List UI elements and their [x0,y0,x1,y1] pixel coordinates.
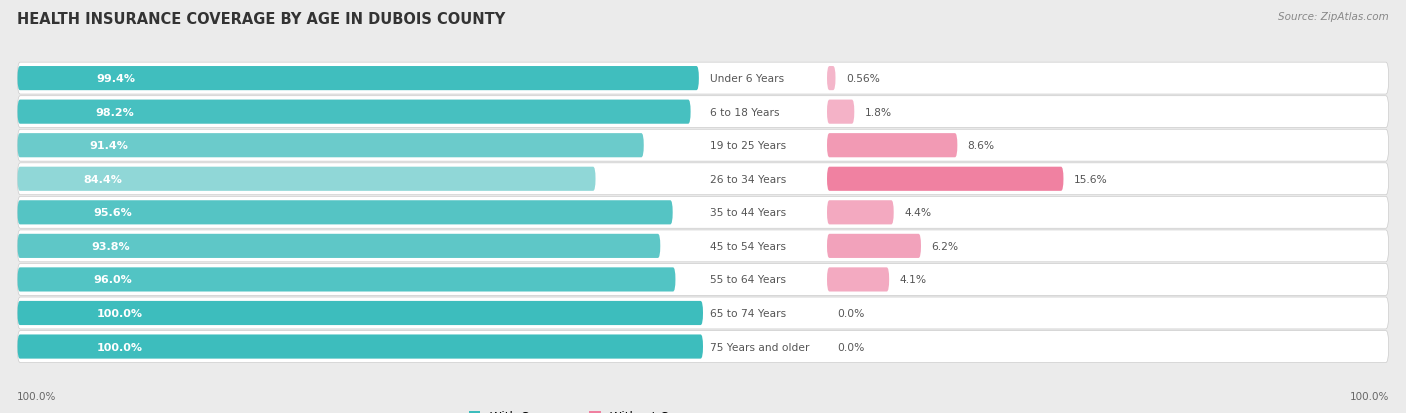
FancyBboxPatch shape [17,197,1389,229]
Text: 98.2%: 98.2% [96,107,134,117]
FancyBboxPatch shape [827,67,835,91]
FancyBboxPatch shape [827,201,894,225]
FancyBboxPatch shape [17,335,703,359]
Text: 4.4%: 4.4% [904,208,931,218]
Text: 4.1%: 4.1% [900,275,927,285]
Text: 45 to 54 Years: 45 to 54 Years [710,241,786,251]
Legend: With Coverage, Without Coverage: With Coverage, Without Coverage [464,405,721,413]
Text: 75 Years and older: 75 Years and older [710,342,810,352]
Text: 6.2%: 6.2% [931,241,959,251]
Text: 100.0%: 100.0% [1350,391,1389,401]
Text: 0.0%: 0.0% [838,308,865,318]
FancyBboxPatch shape [17,167,596,191]
FancyBboxPatch shape [17,234,661,258]
FancyBboxPatch shape [17,134,644,158]
FancyBboxPatch shape [827,167,1063,191]
FancyBboxPatch shape [17,331,1389,363]
Text: 19 to 25 Years: 19 to 25 Years [710,141,786,151]
FancyBboxPatch shape [17,97,1389,128]
Text: 100.0%: 100.0% [97,342,143,352]
FancyBboxPatch shape [17,264,1389,296]
FancyBboxPatch shape [17,297,1389,329]
Text: 1.8%: 1.8% [865,107,891,117]
Text: 95.6%: 95.6% [93,208,132,218]
Text: 93.8%: 93.8% [91,241,131,251]
FancyBboxPatch shape [17,100,690,124]
FancyBboxPatch shape [17,201,672,225]
FancyBboxPatch shape [17,63,1389,95]
Text: 100.0%: 100.0% [17,391,56,401]
Text: 96.0%: 96.0% [93,275,132,285]
Text: Source: ZipAtlas.com: Source: ZipAtlas.com [1278,12,1389,22]
FancyBboxPatch shape [827,134,957,158]
Text: 0.56%: 0.56% [846,74,880,84]
Text: 84.4%: 84.4% [84,174,122,184]
Text: 15.6%: 15.6% [1074,174,1108,184]
Text: 91.4%: 91.4% [90,141,128,151]
FancyBboxPatch shape [17,130,1389,162]
Text: 55 to 64 Years: 55 to 64 Years [710,275,786,285]
Text: 100.0%: 100.0% [97,308,143,318]
FancyBboxPatch shape [17,268,675,292]
Text: HEALTH INSURANCE COVERAGE BY AGE IN DUBOIS COUNTY: HEALTH INSURANCE COVERAGE BY AGE IN DUBO… [17,12,505,27]
Text: 99.4%: 99.4% [96,74,135,84]
FancyBboxPatch shape [17,230,1389,262]
FancyBboxPatch shape [17,301,703,325]
FancyBboxPatch shape [17,164,1389,195]
Text: 8.6%: 8.6% [967,141,995,151]
Text: 35 to 44 Years: 35 to 44 Years [710,208,786,218]
Text: Under 6 Years: Under 6 Years [710,74,785,84]
Text: 6 to 18 Years: 6 to 18 Years [710,107,779,117]
FancyBboxPatch shape [827,234,921,258]
Text: 0.0%: 0.0% [838,342,865,352]
FancyBboxPatch shape [827,100,855,124]
Text: 26 to 34 Years: 26 to 34 Years [710,174,786,184]
Text: 65 to 74 Years: 65 to 74 Years [710,308,786,318]
FancyBboxPatch shape [17,67,699,91]
FancyBboxPatch shape [827,268,889,292]
